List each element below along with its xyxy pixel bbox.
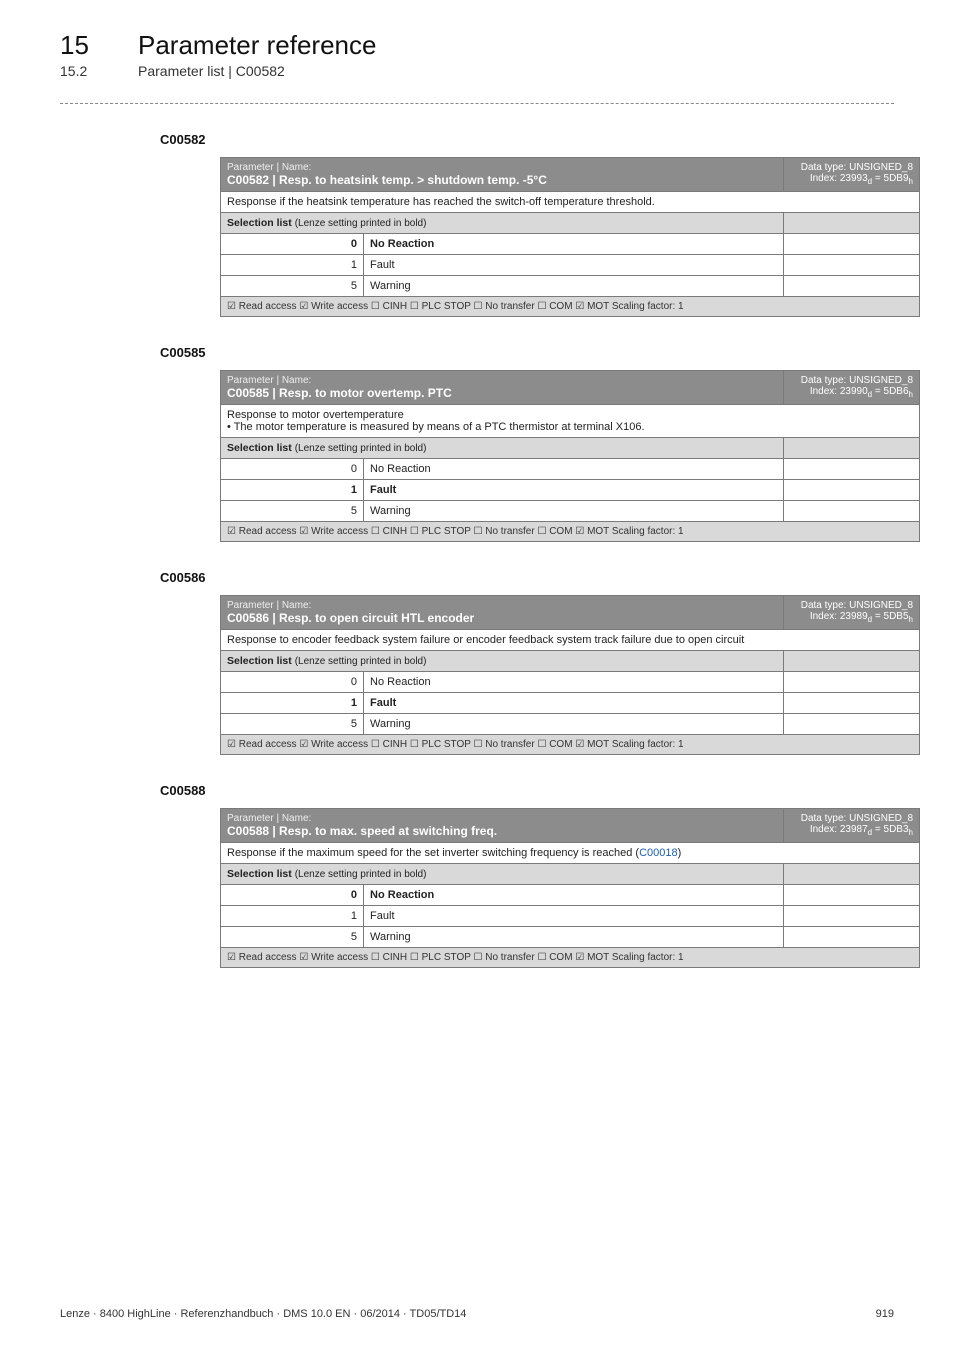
table-row: 0No Reaction	[221, 234, 920, 255]
value-label: No Reaction	[364, 885, 784, 906]
selection-list-label: Selection list (Lenze setting printed in…	[221, 213, 784, 234]
param-header-right: Data type: UNSIGNED_8Index: 23989d = 5DB…	[784, 596, 920, 630]
param-description: Response to encoder feedback system fail…	[221, 630, 920, 651]
page: 15 Parameter reference 15.2 Parameter li…	[0, 0, 954, 1350]
value-blank	[784, 885, 920, 906]
selection-list-label: Selection list (Lenze setting printed in…	[221, 864, 784, 885]
chapter-title: Parameter reference	[138, 30, 376, 61]
value-index: 0	[221, 672, 364, 693]
chapter-header: 15 Parameter reference	[60, 30, 894, 61]
table-row: 5Warning	[221, 276, 920, 297]
value-index: 5	[221, 714, 364, 735]
value-index: 1	[221, 906, 364, 927]
param-table: Parameter | Name:C00585 | Resp. to motor…	[220, 370, 920, 542]
value-label: Fault	[364, 693, 784, 714]
value-blank	[784, 714, 920, 735]
footer-left: Lenze · 8400 HighLine · Referenzhandbuch…	[60, 1308, 466, 1320]
param-anchor: C00588	[160, 783, 894, 798]
value-blank	[784, 255, 920, 276]
access-footer: ☑ Read access ☑ Write access ☐ CINH ☐ PL…	[221, 735, 920, 755]
value-index: 5	[221, 276, 364, 297]
value-index: 0	[221, 885, 364, 906]
value-blank	[784, 501, 920, 522]
value-label: Warning	[364, 276, 784, 297]
param-description: Response to motor overtemperature • The …	[221, 405, 920, 438]
selection-list-blank	[784, 651, 920, 672]
value-label: No Reaction	[364, 459, 784, 480]
selection-list-blank	[784, 213, 920, 234]
param-description: Response if the heatsink temperature has…	[221, 192, 920, 213]
table-row: 0No Reaction	[221, 459, 920, 480]
param-table: Parameter | Name:C00586 | Resp. to open …	[220, 595, 920, 755]
table-row: 1Fault	[221, 255, 920, 276]
param-header-right: Data type: UNSIGNED_8Index: 23993d = 5DB…	[784, 158, 920, 192]
value-label: No Reaction	[364, 672, 784, 693]
param-link[interactable]: C00018	[639, 847, 678, 859]
table-row: 5Warning	[221, 501, 920, 522]
selection-list-blank	[784, 438, 920, 459]
value-index: 5	[221, 501, 364, 522]
value-index: 0	[221, 234, 364, 255]
value-blank	[784, 459, 920, 480]
value-label: Fault	[364, 906, 784, 927]
value-blank	[784, 672, 920, 693]
subsection-title: Parameter list | C00582	[138, 63, 285, 79]
access-footer: ☑ Read access ☑ Write access ☐ CINH ☐ PL…	[221, 297, 920, 317]
param-header-left: Parameter | Name:C00585 | Resp. to motor…	[221, 371, 784, 405]
value-index: 1	[221, 693, 364, 714]
param-anchor: C00585	[160, 345, 894, 360]
access-footer: ☑ Read access ☑ Write access ☐ CINH ☐ PL…	[221, 948, 920, 968]
table-row: 0No Reaction	[221, 885, 920, 906]
footer-right: 919	[876, 1308, 894, 1320]
access-footer: ☑ Read access ☑ Write access ☐ CINH ☐ PL…	[221, 522, 920, 542]
value-blank	[784, 234, 920, 255]
subsection-header: 15.2 Parameter list | C00582	[60, 63, 894, 79]
param-header-left: Parameter | Name:C00586 | Resp. to open …	[221, 596, 784, 630]
param-anchor: C00586	[160, 570, 894, 585]
divider	[60, 103, 894, 104]
table-row: 0No Reaction	[221, 672, 920, 693]
selection-list-blank	[784, 864, 920, 885]
value-label: No Reaction	[364, 234, 784, 255]
value-label: Warning	[364, 501, 784, 522]
value-index: 1	[221, 255, 364, 276]
param-table: Parameter | Name:C00588 | Resp. to max. …	[220, 808, 920, 968]
selection-list-label: Selection list (Lenze setting printed in…	[221, 651, 784, 672]
value-blank	[784, 276, 920, 297]
page-footer: Lenze · 8400 HighLine · Referenzhandbuch…	[60, 1308, 894, 1320]
value-index: 0	[221, 459, 364, 480]
selection-list-label: Selection list (Lenze setting printed in…	[221, 438, 784, 459]
value-blank	[784, 693, 920, 714]
param-header-right: Data type: UNSIGNED_8Index: 23987d = 5DB…	[784, 809, 920, 843]
table-row: 1Fault	[221, 480, 920, 501]
table-row: 1Fault	[221, 693, 920, 714]
table-row: 1Fault	[221, 906, 920, 927]
table-row: 5Warning	[221, 714, 920, 735]
value-blank	[784, 906, 920, 927]
value-label: Warning	[364, 714, 784, 735]
param-anchor: C00582	[160, 132, 894, 147]
value-blank	[784, 480, 920, 501]
value-label: Warning	[364, 927, 784, 948]
table-row: 5Warning	[221, 927, 920, 948]
value-blank	[784, 927, 920, 948]
param-description: Response if the maximum speed for the se…	[221, 843, 920, 864]
value-index: 5	[221, 927, 364, 948]
subsection-number: 15.2	[60, 63, 108, 79]
chapter-number: 15	[60, 30, 108, 61]
value-label: Fault	[364, 480, 784, 501]
param-header-left: Parameter | Name:C00582 | Resp. to heats…	[221, 158, 784, 192]
param-header-right: Data type: UNSIGNED_8Index: 23990d = 5DB…	[784, 371, 920, 405]
param-header-left: Parameter | Name:C00588 | Resp. to max. …	[221, 809, 784, 843]
param-table: Parameter | Name:C00582 | Resp. to heats…	[220, 157, 920, 317]
value-index: 1	[221, 480, 364, 501]
value-label: Fault	[364, 255, 784, 276]
